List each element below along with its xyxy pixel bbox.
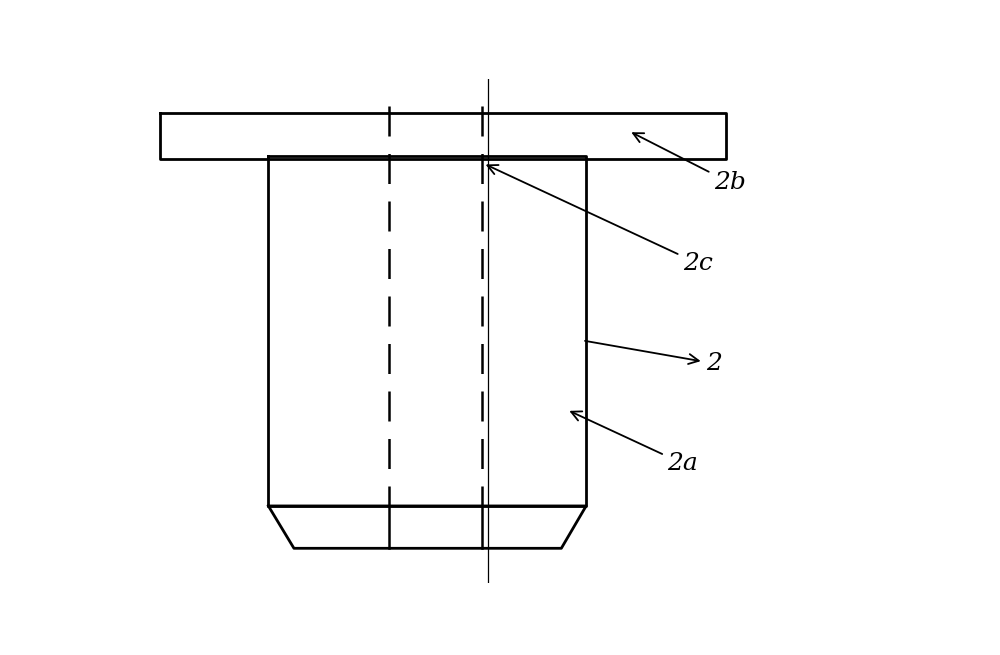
Text: 2b: 2b bbox=[633, 133, 746, 194]
Text: 2a: 2a bbox=[571, 411, 698, 475]
Text: 2c: 2c bbox=[487, 165, 713, 275]
Text: 2: 2 bbox=[585, 341, 722, 375]
